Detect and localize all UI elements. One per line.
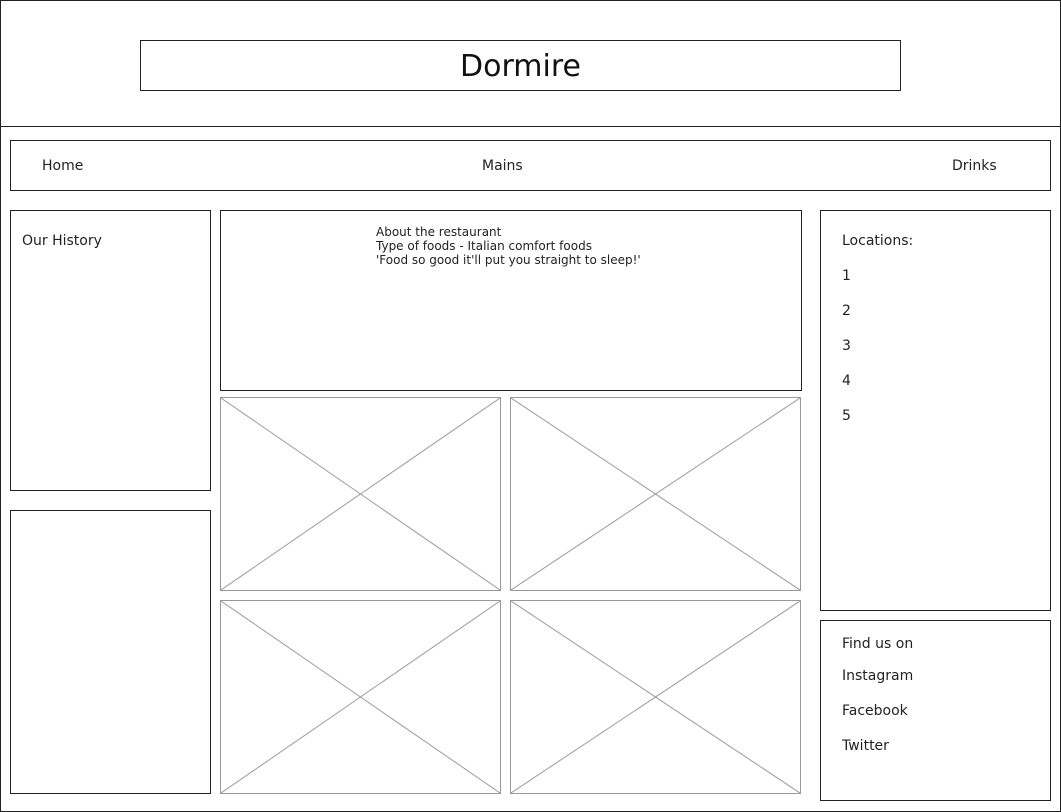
about-text: About the restaurant Type of foods - Ita… bbox=[376, 225, 641, 267]
locations-label: Locations: bbox=[842, 233, 914, 249]
nav-item-mains[interactable]: Mains bbox=[482, 158, 523, 174]
image-placeholder-1 bbox=[220, 397, 501, 591]
about-line-tagline: 'Food so good it'll put you straight to … bbox=[376, 253, 641, 267]
social-link-twitter[interactable]: Twitter bbox=[842, 738, 889, 754]
social-label: Find us on bbox=[842, 636, 914, 652]
nav-item-home[interactable]: Home bbox=[42, 158, 84, 174]
location-item[interactable]: 5 bbox=[842, 408, 851, 424]
left-lower-panel bbox=[10, 510, 211, 794]
title-box: Dormire bbox=[140, 40, 901, 91]
nav-item-drinks[interactable]: Drinks bbox=[952, 158, 997, 174]
location-item[interactable]: 3 bbox=[842, 338, 851, 354]
site-title: Dormire bbox=[460, 49, 581, 84]
history-label: Our History bbox=[22, 233, 102, 249]
nav-bar: Home Mains Drinks bbox=[10, 140, 1051, 191]
location-item[interactable]: 2 bbox=[842, 303, 851, 319]
image-placeholder-3 bbox=[220, 600, 501, 794]
image-placeholder-2 bbox=[510, 397, 801, 591]
social-panel: Find us on Instagram Facebook Twitter bbox=[820, 620, 1051, 801]
locations-panel: Locations: 1 2 3 4 5 bbox=[820, 210, 1051, 611]
social-link-facebook[interactable]: Facebook bbox=[842, 703, 908, 719]
about-line-title: About the restaurant bbox=[376, 225, 502, 239]
history-panel: Our History bbox=[10, 210, 211, 491]
image-placeholder-4 bbox=[510, 600, 801, 794]
location-item[interactable]: 1 bbox=[842, 268, 851, 284]
about-panel: About the restaurant Type of foods - Ita… bbox=[220, 210, 802, 391]
location-item[interactable]: 4 bbox=[842, 373, 851, 389]
social-link-instagram[interactable]: Instagram bbox=[842, 668, 914, 684]
about-line-food-type: Type of foods - Italian comfort foods bbox=[376, 239, 592, 253]
